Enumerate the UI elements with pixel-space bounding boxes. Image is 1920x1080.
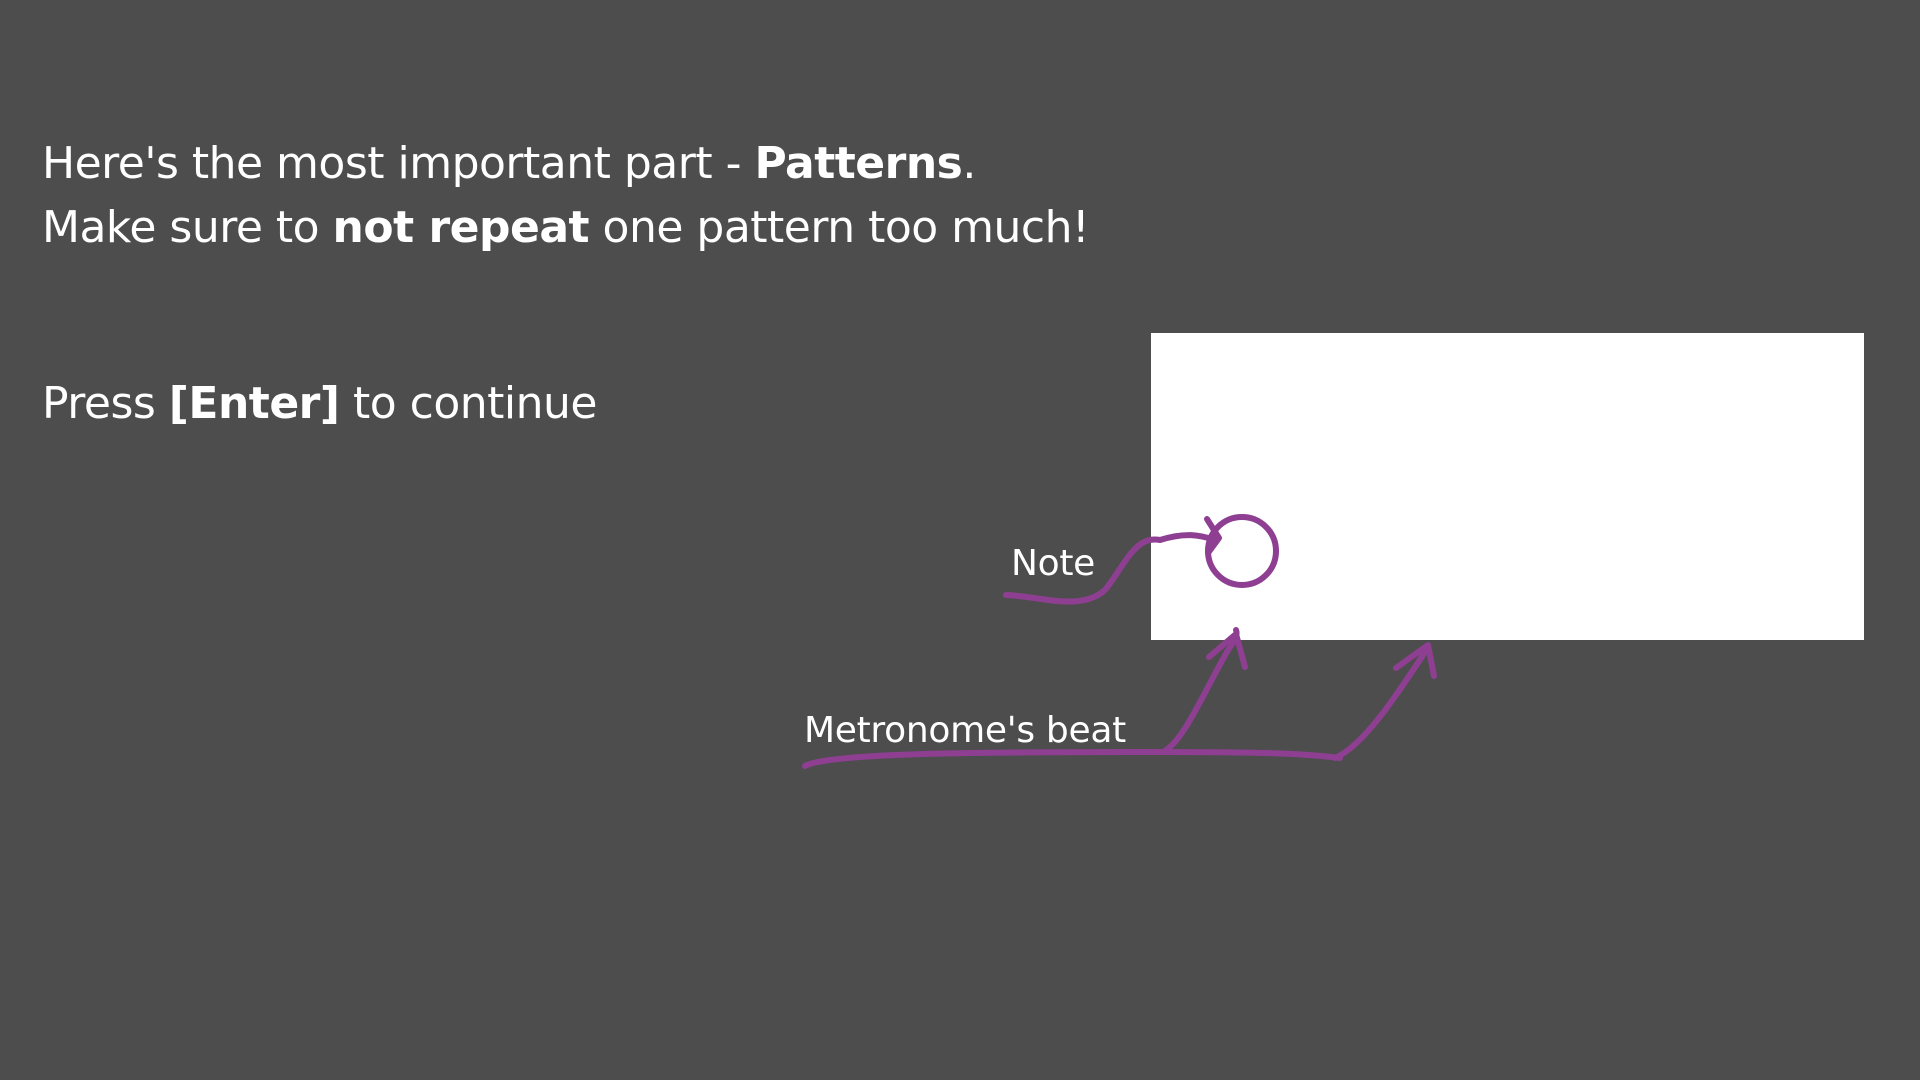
enter-key-label: [Enter] (168, 378, 340, 429)
instruction-line1-end: . (962, 138, 976, 189)
continue-prompt-start: Press (42, 378, 169, 429)
not-repeat-emphasis: not repeat (332, 202, 590, 253)
beat-arrow-2 (1332, 649, 1428, 761)
patterns-emphasis: Patterns (754, 138, 963, 189)
beat-arrow-2-head (1393, 642, 1437, 679)
continue-prompt-end: to continue (339, 378, 597, 429)
instruction-line-repeat: Make sure to not repeat one pattern too … (42, 196, 1090, 260)
instruction-line2-start: Make sure to (42, 202, 333, 253)
instruction-line2-end: one pattern too much! (589, 202, 1090, 253)
note-label: Note (1011, 543, 1096, 584)
instruction-line-patterns: Here's the most important part - Pattern… (42, 132, 1089, 196)
continue-prompt: Press [Enter] to continue (42, 372, 597, 436)
instructions-text: Here's the most important part - Pattern… (42, 132, 1090, 260)
metronome-beat-label: Metronome's beat (804, 710, 1126, 751)
beat-baseline-stroke (802, 749, 1343, 769)
rhythm-track-panel (1151, 333, 1864, 640)
instruction-line1-start: Here's the most important part - (42, 138, 755, 189)
beat-arrow-1 (1163, 627, 1240, 753)
